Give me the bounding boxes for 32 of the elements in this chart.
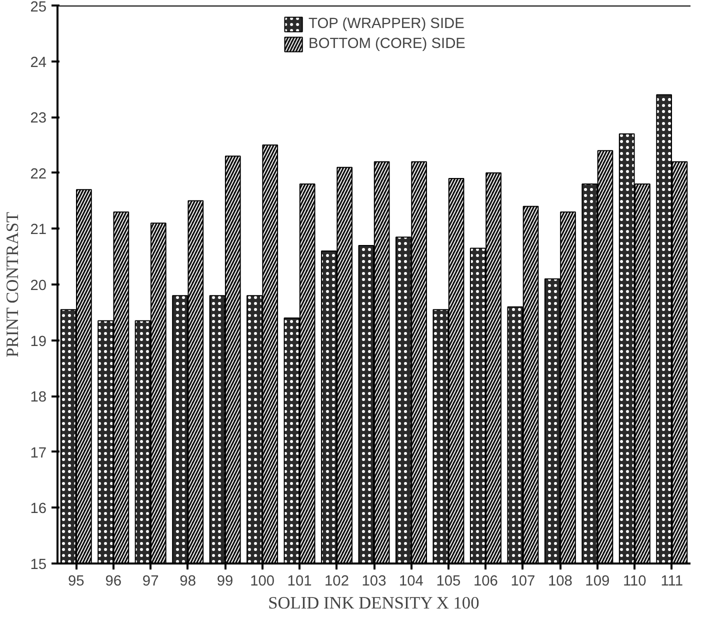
x-tick-label: 95 xyxy=(68,574,84,590)
x-tick-label: 102 xyxy=(324,574,350,590)
y-tick-label: 22 xyxy=(30,166,47,182)
y-tick-label: 16 xyxy=(30,501,47,518)
x-tick-label: 97 xyxy=(142,574,159,590)
x-tick-label: 109 xyxy=(585,574,610,590)
y-tick-label: 17 xyxy=(30,445,47,462)
x-tick-label: 104 xyxy=(399,574,424,590)
y-tick-label: 15 xyxy=(30,557,47,573)
x-tick-label: 96 xyxy=(105,574,122,590)
y-tick-label: 19 xyxy=(30,334,47,350)
y-tick-label: 21 xyxy=(30,222,47,238)
y-axis-title: PRINT CONTRAST xyxy=(3,211,22,358)
x-tick-label: 101 xyxy=(287,574,312,590)
x-axis-title: SOLID INK DENSITY X 100 xyxy=(268,594,480,612)
x-tick-label: 107 xyxy=(510,574,536,590)
legend-label: BOTTOM (CORE) SIDE xyxy=(308,36,466,52)
y-tick-label: 23 xyxy=(30,110,47,127)
y-tick-label: 25 xyxy=(30,0,47,16)
x-tick-label: 106 xyxy=(473,574,498,590)
y-tick-label: 24 xyxy=(30,54,47,71)
x-tick-label: 98 xyxy=(180,574,196,590)
x-tick-label: 111 xyxy=(660,574,684,590)
x-tick-label: 108 xyxy=(548,574,572,590)
y-tick-label: 20 xyxy=(30,278,47,294)
legend-label: TOP (WRAPPER) SIDE xyxy=(308,16,464,32)
x-tick-label: 100 xyxy=(250,574,275,590)
x-tick-label: 105 xyxy=(436,574,461,590)
x-tick-label: 99 xyxy=(216,574,234,590)
x-tick-label: 103 xyxy=(362,574,386,590)
y-tick-label: 18 xyxy=(30,390,47,406)
x-tick-label: 110 xyxy=(622,574,646,590)
